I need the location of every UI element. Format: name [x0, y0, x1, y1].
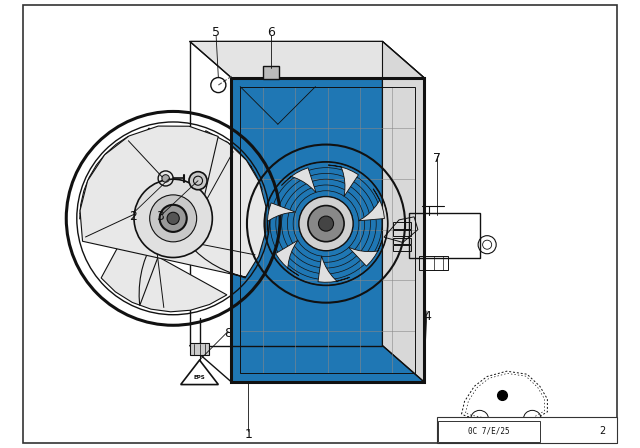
Circle shape	[319, 216, 333, 231]
FancyBboxPatch shape	[189, 343, 209, 355]
FancyBboxPatch shape	[263, 65, 279, 79]
Circle shape	[299, 197, 353, 251]
Polygon shape	[207, 141, 262, 209]
Polygon shape	[318, 256, 349, 282]
Text: 8: 8	[224, 327, 232, 340]
Text: 4: 4	[423, 310, 431, 323]
Polygon shape	[268, 203, 296, 235]
Polygon shape	[383, 41, 424, 382]
Text: EPS: EPS	[194, 375, 205, 380]
Polygon shape	[358, 189, 385, 221]
Polygon shape	[231, 78, 424, 382]
Text: 2: 2	[129, 210, 137, 223]
Text: 1: 1	[244, 428, 252, 441]
Polygon shape	[328, 165, 358, 197]
Circle shape	[150, 195, 196, 242]
Circle shape	[167, 212, 179, 224]
Polygon shape	[80, 126, 246, 277]
Polygon shape	[80, 204, 227, 312]
FancyBboxPatch shape	[438, 421, 540, 442]
Circle shape	[162, 175, 170, 182]
Circle shape	[189, 172, 207, 190]
Text: 5: 5	[212, 26, 220, 39]
Text: 6: 6	[267, 26, 275, 39]
Text: 0C 7/E/25: 0C 7/E/25	[468, 427, 509, 436]
Circle shape	[308, 206, 344, 241]
Polygon shape	[139, 131, 266, 306]
Polygon shape	[282, 168, 316, 193]
Circle shape	[159, 205, 187, 232]
Polygon shape	[180, 360, 218, 384]
Text: 7: 7	[433, 151, 441, 164]
Circle shape	[134, 179, 212, 258]
Polygon shape	[348, 239, 383, 266]
Polygon shape	[189, 41, 424, 78]
Text: 3: 3	[156, 210, 164, 223]
Text: 2: 2	[599, 426, 605, 436]
Polygon shape	[276, 240, 299, 276]
FancyBboxPatch shape	[436, 417, 618, 444]
Polygon shape	[80, 128, 175, 219]
